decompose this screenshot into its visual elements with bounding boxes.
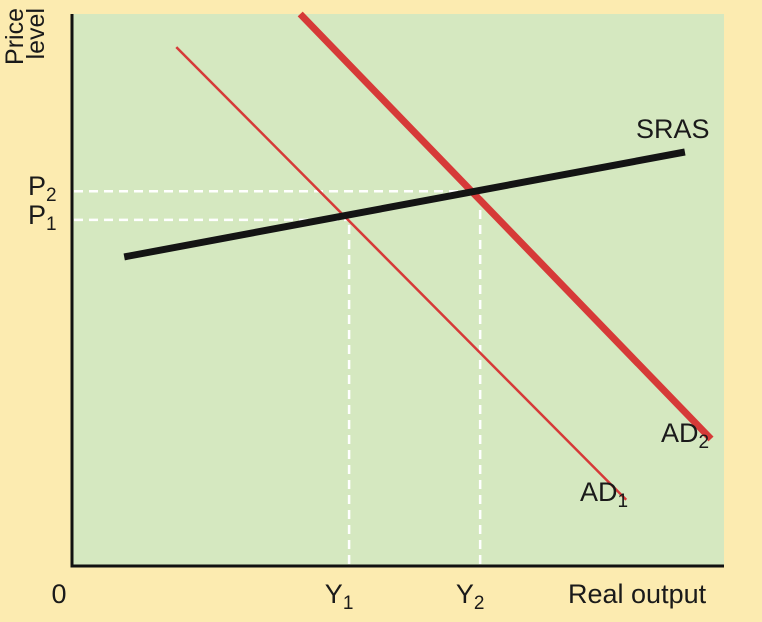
- y-axis-label-line-1: Price: [1, 8, 29, 65]
- x-axis-label: Real output: [568, 579, 707, 609]
- sras-curve: [123, 148, 686, 261]
- sras-label: SRAS: [636, 114, 710, 144]
- ad1-curve: [175, 46, 628, 501]
- y-axis-label-line-2: level: [22, 8, 50, 59]
- ad2-curve: [297, 11, 714, 442]
- origin-label: 0: [51, 579, 66, 609]
- guide-lines: [74, 189, 482, 564]
- curves: [123, 11, 714, 501]
- plot-area: [72, 14, 724, 566]
